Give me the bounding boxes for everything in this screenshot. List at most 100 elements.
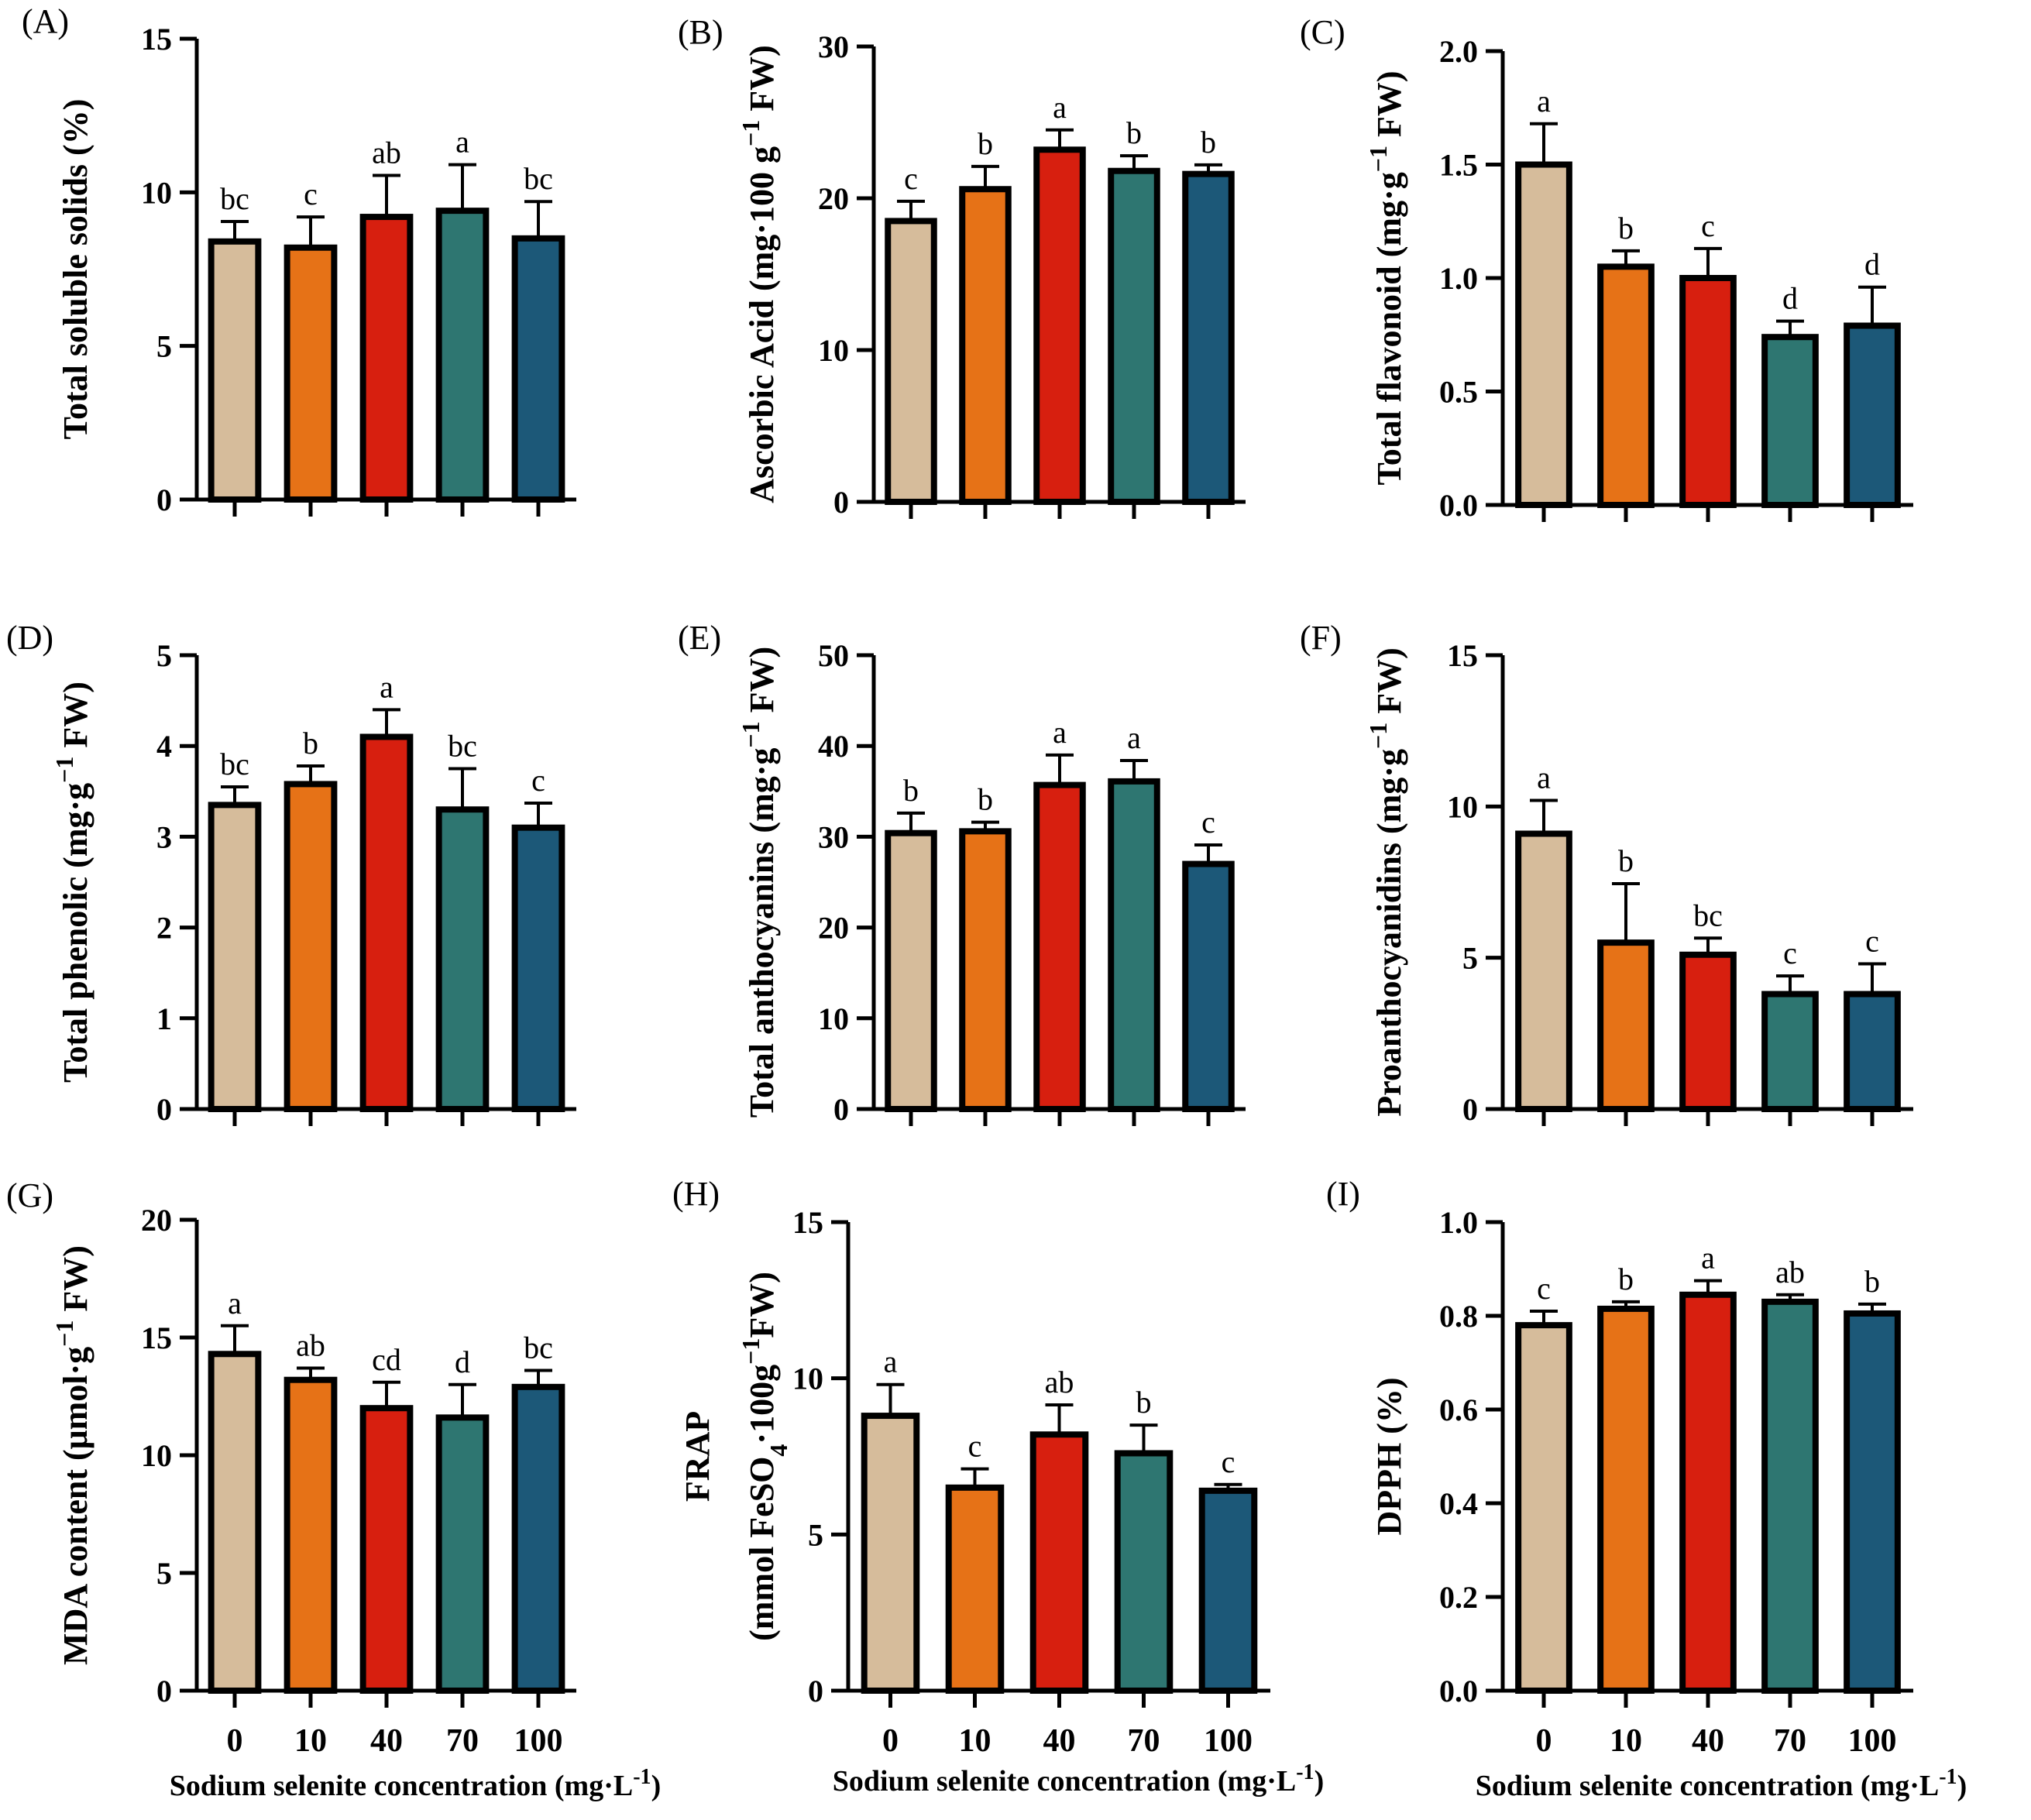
bar-70 — [1761, 1298, 1819, 1694]
y-tick-label: 10 — [1447, 789, 1478, 824]
significance-label-40: ab — [1045, 1365, 1074, 1399]
significance-label-10: b — [978, 782, 993, 817]
significance-label-10: b — [978, 126, 993, 161]
panel-letter: (B) — [678, 13, 723, 51]
significance-label-40: bc — [1693, 898, 1723, 932]
bar-10 — [284, 244, 338, 503]
y-tick-label: 10 — [818, 333, 849, 368]
y-tick-label: 1 — [156, 1001, 172, 1036]
y-label-part: FW) — [57, 1245, 95, 1320]
y-tick-label: 2 — [156, 911, 172, 946]
bar-10 — [959, 828, 1012, 1113]
significance-label-0: c — [1537, 1271, 1551, 1306]
y-tick-label: 30 — [818, 29, 849, 64]
x-title-part: ) — [1314, 1765, 1325, 1798]
bar-0 — [885, 829, 937, 1113]
significance-label-100: c — [1201, 805, 1215, 840]
y-tick-label: 15 — [1447, 638, 1478, 673]
y-label-part: Total phenolic (mg·g — [57, 783, 95, 1083]
bar-100 — [1182, 860, 1235, 1113]
x-title-superscript: -1 — [1296, 1760, 1314, 1784]
x-title-part: Sodium selenite concentration (mg·L — [833, 1765, 1296, 1798]
y-tick-label: 10 — [141, 175, 172, 210]
x-tick-label-10: 10 — [959, 1723, 991, 1759]
y-tick-label: 0 — [156, 1674, 172, 1708]
significance-label-10: ab — [296, 1328, 325, 1363]
bar-100 — [1844, 1310, 1901, 1694]
x-tick-label-70: 70 — [1774, 1723, 1806, 1759]
significance-label-70: bc — [448, 729, 477, 764]
significance-label-40: cd — [372, 1342, 401, 1377]
y-label-part: Total anthocyanins (mg·g — [743, 748, 781, 1118]
y-axis-label: DPPH (%) — [1370, 1377, 1408, 1535]
x-tick-label-10: 10 — [294, 1723, 327, 1759]
bar-10 — [1597, 1305, 1655, 1695]
x-tick-label-0: 0 — [1536, 1723, 1552, 1759]
significance-label-0: a — [1537, 84, 1551, 118]
chart-panel-d: (D) bc b a bc c 0 1 2 3 4 5 Total phenolic (mg·g−1 F… — [6, 619, 576, 1127]
bar-100 — [1844, 322, 1901, 508]
x-tick-label-70: 70 — [446, 1723, 479, 1759]
y-tick-label: 15 — [141, 1320, 172, 1355]
bar-40 — [1679, 1291, 1737, 1695]
y-tick-label: 15 — [141, 22, 172, 57]
bar-10 — [945, 1484, 1005, 1695]
bar-100 — [1844, 991, 1901, 1112]
significance-label-70: d — [1782, 281, 1798, 316]
y-tick-label: 20 — [818, 911, 849, 946]
panel-letter: (E) — [678, 619, 721, 657]
bar-40 — [359, 733, 414, 1112]
x-tick-label-10: 10 — [1610, 1723, 1642, 1759]
bar-70 — [1761, 991, 1819, 1112]
x-title-superscript: -1 — [1939, 1765, 1957, 1789]
y-label-part: ·100g — [743, 1365, 781, 1444]
x-title-superscript: -1 — [633, 1765, 651, 1789]
bar-10 — [959, 186, 1012, 506]
bar-40 — [1679, 275, 1737, 508]
bar-40 — [359, 214, 414, 503]
significance-label-40: a — [1053, 90, 1067, 125]
significance-label-0: a — [1537, 761, 1551, 795]
y-tick-label: 1.0 — [1439, 1205, 1478, 1240]
x-tick-label-0: 0 — [882, 1723, 899, 1759]
bar-10 — [284, 781, 338, 1112]
y-tick-label: 10 — [818, 1001, 849, 1036]
bar-10 — [1597, 939, 1655, 1112]
y-tick-label: 0 — [808, 1674, 823, 1708]
bar-70 — [1761, 334, 1819, 508]
bar-40 — [1679, 951, 1737, 1113]
bar-10 — [1597, 263, 1655, 508]
bar-100 — [1182, 170, 1235, 505]
x-tick-label-100: 100 — [514, 1723, 563, 1759]
significance-label-40: a — [1701, 1241, 1715, 1276]
x-title-part: Sodium selenite concentration (mg·L — [1476, 1770, 1939, 1802]
y-axis-label: MDA content (μmol·g−1 FW) — [50, 1245, 95, 1665]
x-title-part: ) — [651, 1770, 662, 1802]
bar-70 — [1108, 778, 1160, 1113]
x-title-part: ) — [1957, 1770, 1967, 1802]
y-tick-label: 0 — [1462, 1092, 1478, 1127]
significance-label-70: ab — [1775, 1255, 1805, 1289]
bar-40 — [359, 1405, 414, 1694]
bar-100 — [1198, 1487, 1258, 1695]
y-tick-label: 5 — [156, 1556, 172, 1591]
significance-label-70: a — [1127, 720, 1141, 755]
y-label-part: FW) — [1370, 647, 1408, 723]
y-label-superscript: −1 — [50, 757, 78, 783]
y-label-part: FW) — [57, 682, 95, 757]
bar-70 — [435, 806, 490, 1112]
y-tick-label: 20 — [141, 1203, 172, 1238]
y-label-part: (mmol FeSO — [743, 1457, 781, 1641]
chart-panel-e: (E) b b a a c 0 10 20 30 40 50 Total anthocyanins (m… — [678, 619, 1246, 1127]
x-tick-label-40: 40 — [370, 1723, 403, 1759]
significance-label-100: c — [1222, 1444, 1235, 1479]
y-tick-label: 0 — [156, 1092, 172, 1127]
y-tick-label: 20 — [818, 181, 849, 216]
significance-label-70: b — [1126, 115, 1142, 150]
bar-70 — [1108, 167, 1160, 505]
significance-label-0: c — [904, 161, 918, 196]
y-axis-label-line2: (mmol FeSO4·100g−1FW) — [737, 1272, 792, 1641]
significance-label-0: b — [903, 773, 919, 808]
significance-label-70: c — [1783, 936, 1797, 970]
significance-label-100: c — [1865, 923, 1879, 958]
